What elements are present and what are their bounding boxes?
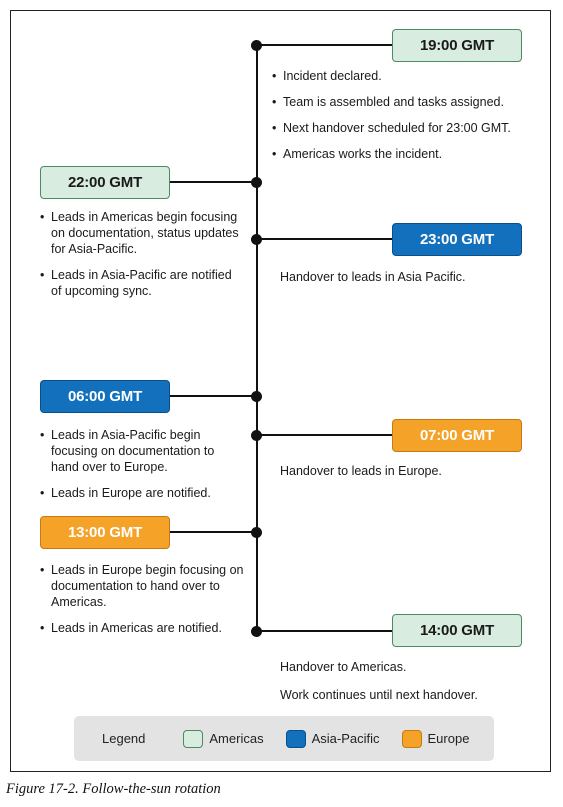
time-box-1300: 13:00 GMT (40, 516, 170, 549)
note-line: Handover to leads in Asia Pacific. (280, 270, 466, 284)
note-bullet: Leads in Asia-Pacific begin focusing on … (40, 427, 245, 475)
timeline-node (251, 177, 262, 188)
legend-title: Legend (102, 731, 146, 746)
event-notes-1300: Leads in Europe begin focusing on docume… (40, 562, 245, 646)
note-bullet: Incident declared. (272, 68, 542, 84)
figure-caption: Figure 17-2. Follow-the-sun rotation (6, 781, 221, 797)
time-box-1900: 19:00 GMT (392, 29, 522, 62)
note-bullet: Team is assembled and tasks assigned. (272, 94, 542, 110)
timeline-node (251, 40, 262, 51)
note-bullet: Leads in Asia-Pacific are notified of up… (40, 267, 245, 299)
timeline-node (251, 430, 262, 441)
timeline-connector (257, 434, 392, 436)
event-notes-0600: Leads in Asia-Pacific begin focusing on … (40, 427, 245, 511)
event-notes-2200: Leads in Americas begin focusing on docu… (40, 209, 245, 309)
note-bullet: Leads in Americas begin focusing on docu… (40, 209, 245, 257)
timeline-connector (170, 181, 258, 183)
time-box-2200: 22:00 GMT (40, 166, 170, 199)
legend-swatch-americas (183, 729, 204, 748)
timeline-spine (256, 45, 258, 633)
note-bullet: Americas works the incident. (272, 146, 542, 162)
timeline-connector (170, 395, 258, 397)
legend-label: Americas (209, 731, 264, 746)
timeline-connector (257, 44, 392, 46)
timeline-node (251, 527, 262, 538)
time-box-0600: 06:00 GMT (40, 380, 170, 413)
timeline-node (251, 626, 262, 637)
legend-swatch-europe (401, 729, 422, 748)
time-box-1400: 14:00 GMT (392, 614, 522, 647)
legend-item-americas: Americas (183, 729, 264, 748)
event-notes-2300: Handover to leads in Asia Pacific. (280, 269, 540, 297)
timeline-connector (257, 238, 392, 240)
note-bullet: Next handover scheduled for 23:00 GMT. (272, 120, 542, 136)
time-box-2300: 23:00 GMT (392, 223, 522, 256)
event-notes-1900: Incident declared. Team is assembled and… (272, 68, 542, 172)
legend-label: Asia-Pacific (311, 731, 380, 746)
note-line: Work continues until next handover. (280, 688, 478, 702)
note-bullet: Leads in Europe are notified. (40, 485, 245, 501)
note-bullet: Leads in Americas are notified. (40, 620, 245, 636)
timeline-node (251, 234, 262, 245)
legend-label: Europe (427, 731, 470, 746)
legend-item-europe: Europe (401, 729, 470, 748)
timeline-connector (170, 531, 258, 533)
timeline-connector (257, 630, 392, 632)
event-notes-1400: Handover to Americas. Work continues unt… (280, 659, 540, 715)
time-box-0700: 07:00 GMT (392, 419, 522, 452)
note-bullet: Leads in Europe begin focusing on docume… (40, 562, 245, 610)
note-line: Handover to leads in Europe. (280, 464, 442, 478)
legend-item-asia-pacific: Asia-Pacific (285, 729, 380, 748)
legend: Legend Americas Asia-Pacific Europe (74, 716, 494, 761)
event-notes-0700: Handover to leads in Europe. (280, 463, 540, 491)
timeline-node (251, 391, 262, 402)
note-line: Handover to Americas. (280, 660, 407, 674)
figure-frame (10, 10, 551, 772)
legend-swatch-asia-pacific (285, 729, 306, 748)
